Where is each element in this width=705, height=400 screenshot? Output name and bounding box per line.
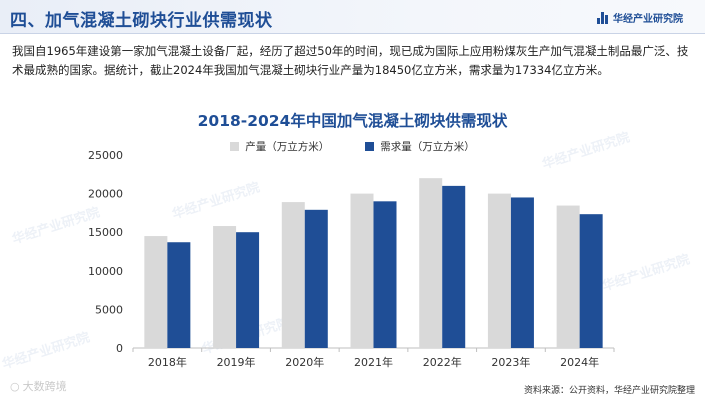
legend-swatch-demand [365,142,375,151]
legend-label-production: 产量（万立方米） [245,141,330,153]
page-header: 四、加气混凝土砌块行业供需现状 华经产业研究院 [0,0,705,34]
y-tick-label: 20000 [88,188,123,201]
bar-production [350,193,374,348]
x-tick-label: 2020年 [285,355,324,369]
bar-production [144,236,168,348]
x-tick-label: 2018年 [148,355,187,369]
chat-bubble-icon: ○ [10,379,20,393]
corner-logo-text: 大数跨境 [22,380,67,393]
description-text: 我国自1965年建设第一家加气混凝土设备厂起，经历了超过50年的时间，现已成为国… [12,44,689,77]
y-tick-label: 15000 [88,226,123,239]
y-tick-label: 0 [116,342,123,355]
y-tick-label: 10000 [88,265,123,278]
bar-demand [167,242,191,348]
legend-item-production: 产量（万立方米） [230,139,329,154]
x-tick-label: 2019年 [217,355,256,369]
page-title: 四、加气混凝土砌块行业供需现状 [10,11,273,31]
x-tick-label: 2023年 [491,355,530,369]
chart-title: 2018-2024年中国加气混凝土砌块供需现状 [197,112,508,130]
x-tick-label: 2021年 [354,355,393,369]
brand-logo: 华经产业研究院 [597,10,683,25]
legend-item-demand: 需求量（万立方米） [365,139,475,154]
bar-demand [373,201,397,348]
bar-production [281,202,305,348]
legend-swatch-production [230,142,240,151]
bar-production [556,205,580,348]
source-note: 资料来源：公开资料，华经产业研究院整理 [523,386,695,396]
bar-demand [579,214,603,348]
bar-demand [236,232,260,348]
x-tick-label: 2024年 [560,355,599,369]
bar-logo-icon [597,11,608,24]
bar-demand [304,209,328,348]
x-tick-label: 2022年 [423,355,462,369]
y-tick-label: 5000 [95,303,123,316]
corner-logo: ○ 大数跨境 [10,378,67,394]
bar-production [419,178,443,348]
bar-demand [442,185,466,348]
brand-name: 华经产业研究院 [613,14,683,25]
y-tick-label: 25000 [88,149,123,162]
bar-production [487,193,511,348]
bar-demand [510,197,534,348]
legend-label-demand: 需求量（万立方米） [380,141,475,153]
bar-production [213,226,237,348]
chart-legend: 产量（万立方米） 需求量（万立方米） [0,139,705,154]
